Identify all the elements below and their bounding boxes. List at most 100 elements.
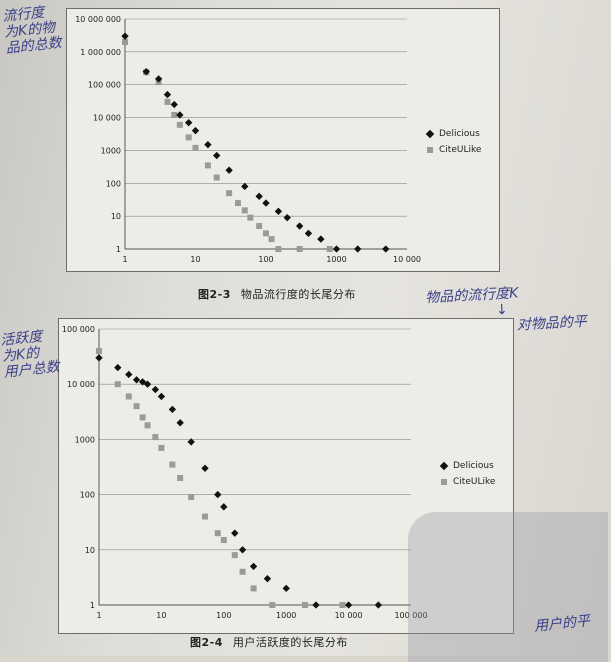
- watermark-stamp: [408, 512, 608, 662]
- y-tick-label: 100: [106, 179, 121, 188]
- delicious-point: [170, 100, 178, 109]
- y-tick-label: 100: [80, 491, 95, 500]
- x-tick-label: 1: [96, 611, 101, 620]
- citeulike-point: [139, 414, 146, 421]
- citeulike-point: [96, 347, 102, 354]
- y-tick-label: 10 000: [67, 380, 95, 389]
- caption-number: 图2-3: [198, 288, 231, 301]
- delicious-point: [255, 192, 263, 201]
- caption-number: 图2-4: [190, 636, 223, 649]
- citeulike-point: [247, 214, 254, 221]
- chart-item-popularity: 1 10 100 1000 10 000 100 000 1 000 000 10 000 0…: [66, 8, 500, 272]
- delicious-point: [176, 111, 184, 119]
- citeulike-point: [256, 223, 263, 230]
- handwritten-note-right: 物品的流行度K ↓ 对物品的平: [425, 282, 587, 338]
- citeulike-point: [214, 530, 221, 537]
- delicious-marker-icon: [425, 129, 435, 139]
- y-tick-label: 1: [116, 245, 121, 254]
- handwritten-note-chart1: 流行度 为K的物 品的总数: [2, 3, 63, 57]
- citeulike-point: [220, 537, 227, 544]
- delicious-point: [312, 601, 320, 609]
- delicious-point: [283, 213, 291, 222]
- delicious-point: [204, 140, 212, 149]
- delicious-point: [344, 601, 353, 609]
- citeulike-point: [144, 422, 151, 429]
- x-tick-label: 100 000: [394, 611, 427, 620]
- delicious-point: [187, 438, 195, 446]
- delicious-point: [225, 166, 233, 174]
- citeulike-point: [226, 190, 233, 197]
- delicious-point: [382, 245, 390, 253]
- delicious-marker-icon: [439, 461, 449, 471]
- citeulike-marker-icon: [441, 479, 447, 485]
- delicious-point: [274, 207, 283, 216]
- y-tick-label: 1 000 000: [80, 48, 121, 57]
- legend-label: Delicious: [439, 129, 480, 139]
- delicious-point: [132, 376, 141, 384]
- delicious-point: [241, 182, 249, 191]
- x-tick-label: 10 000: [335, 611, 363, 620]
- legend-label: CiteULike: [453, 477, 496, 487]
- y-tick-label: 10: [111, 212, 121, 221]
- citeulike-point: [164, 98, 171, 105]
- caption-text: 物品流行度的长尾分布: [240, 288, 356, 301]
- y-tick-label: 10 000 000: [75, 15, 121, 24]
- x-tick-label: 10 000: [393, 255, 421, 264]
- citeulike-point: [202, 513, 209, 520]
- delicious-point: [317, 235, 325, 243]
- delicious-point: [214, 490, 222, 499]
- citeulike-point: [133, 403, 140, 410]
- citeulike-point: [234, 200, 241, 207]
- citeulike-point: [263, 230, 269, 237]
- citeulike-point: [231, 552, 238, 559]
- chart-user-activity-plot: 1 10 100 1000 10 000 100 000 1 10 100 1000 10 000 1…: [62, 325, 428, 620]
- citeulike-point: [125, 393, 132, 400]
- delicious-point: [295, 222, 304, 230]
- delicious-point: [157, 392, 166, 401]
- chart2-legend: Delicious CiteULike: [439, 461, 495, 493]
- legend-entry-delicious: Delicious: [439, 461, 495, 471]
- x-tick-label: 1: [122, 255, 127, 264]
- citeulike-point: [275, 246, 282, 252]
- handwritten-note-chart2: 活跃度 为K的 用户总数: [0, 327, 60, 381]
- citeulike-point: [268, 236, 275, 243]
- delicious-point: [191, 126, 200, 135]
- delicious-point: [374, 601, 383, 609]
- delicious-point: [151, 385, 160, 394]
- citeulike-point: [339, 602, 346, 608]
- citeulike-point: [204, 162, 211, 169]
- x-tick-label: 1000: [276, 611, 296, 620]
- x-tick-label: 1000: [326, 255, 346, 264]
- legend-entry-delicious: Delicious: [425, 129, 481, 139]
- x-tick-label: 10: [190, 255, 200, 264]
- delicious-point: [201, 464, 209, 472]
- delicious-point: [154, 75, 163, 83]
- delicious-point: [176, 419, 184, 427]
- citeulike-point: [152, 434, 159, 441]
- citeulike-point: [192, 144, 199, 151]
- delicious-point: [168, 405, 177, 414]
- citeulike-point: [122, 38, 128, 45]
- y-tick-label: 100 000: [62, 325, 95, 334]
- delicious-point: [231, 529, 239, 537]
- citeulike-point: [296, 246, 303, 252]
- delicious-point: [263, 574, 272, 583]
- citeulike-point: [185, 134, 192, 141]
- delicious-point: [282, 584, 290, 593]
- delicious-point: [262, 199, 270, 207]
- y-tick-label: 1000: [101, 146, 121, 155]
- citeulike-point: [177, 474, 184, 481]
- citeulike-point: [326, 246, 333, 252]
- delicious-point: [354, 245, 362, 253]
- citeulike-point: [301, 602, 308, 608]
- delicious-point: [163, 90, 172, 99]
- y-tick-label: 1: [90, 601, 95, 610]
- citeulike-point: [158, 444, 165, 451]
- legend-entry-citeulike: CiteULike: [441, 477, 495, 487]
- y-tick-label: 100 000: [88, 81, 121, 90]
- chart-user-activity: 1 10 100 1000 10 000 100 000 1 10 100 1000 10 000 1…: [58, 318, 514, 634]
- citeulike-point: [176, 121, 183, 128]
- delicious-point: [332, 245, 341, 253]
- citeulike-marker-icon: [427, 147, 433, 153]
